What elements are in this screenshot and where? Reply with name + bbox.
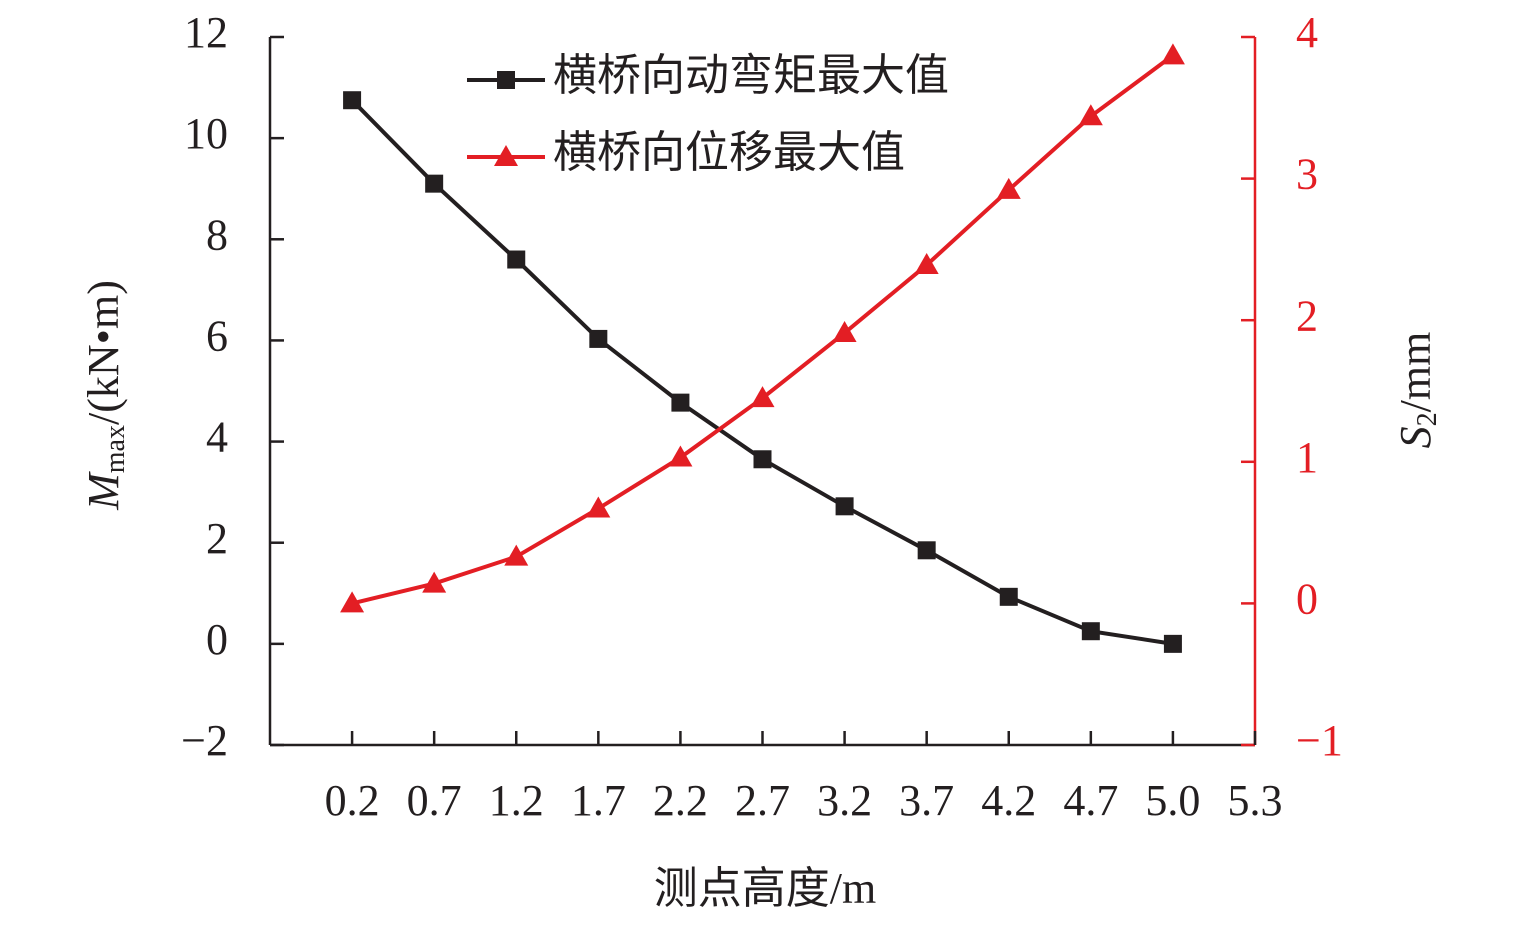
y2-tick-label: 3 [1296,150,1318,199]
y-tick-label: 2 [206,514,228,563]
x-tick-label: 5.0 [1145,776,1200,825]
y2-axis-label: S2/mm [1391,332,1443,449]
x-axis-label: 测点高度/m [654,864,876,913]
y-label-rest: /(kN•m) [79,280,128,425]
x-tick-label: 4.7 [1063,776,1118,825]
data-point [835,497,854,516]
y-tick-label: −2 [181,716,228,765]
y-label-main: M [79,471,128,511]
x-tick-label: 5.3 [1228,776,1283,825]
data-point [425,174,444,193]
data-point [917,541,936,560]
y-tick-label: 8 [206,210,228,259]
data-point [586,496,611,518]
y2-tick-label: 1 [1296,433,1318,482]
y2-label-main: S [1391,426,1440,448]
data-point [1078,104,1103,126]
data-point [996,177,1021,199]
data-point [832,320,857,342]
y2-label-rest: /mm [1391,332,1440,413]
legend-marker [497,71,515,89]
data-point [753,450,772,469]
data-point [340,591,365,613]
data-point [914,252,939,274]
y-label-sub: max [100,425,131,473]
data-point [422,571,447,593]
x-tick-label: 4.2 [981,776,1036,825]
x-tick-label: 3.7 [899,776,954,825]
y-tick-label: 6 [206,312,228,361]
data-point [589,329,608,348]
data-point [1160,43,1185,65]
data-point [750,386,775,408]
y2-tick-label: 2 [1296,291,1318,340]
y-tick-label: 4 [206,413,228,462]
data-point [343,91,362,110]
y-tick-label: 0 [206,615,228,664]
y2-tick-label: −1 [1296,716,1343,765]
y2-label-sub: 2 [1412,412,1443,426]
x-tick-label: 2.7 [735,776,790,825]
x-tick-label: 1.2 [489,776,544,825]
legend-label: 横桥向动弯矩最大值 [553,51,949,100]
legend-marker [494,145,518,166]
y2-tick-label: 4 [1296,8,1318,57]
y-tick-label: 12 [184,8,228,57]
x-tick-label: 1.7 [571,776,626,825]
data-point [999,587,1018,606]
data-point [671,393,690,412]
data-point [504,544,529,566]
data-point [507,250,526,269]
y2-tick-label: 0 [1296,574,1318,623]
x-tick-label: 2.2 [653,776,708,825]
x-tick-label: 0.2 [325,776,380,825]
x-tick-label: 0.7 [407,776,462,825]
data-point [1163,634,1182,653]
y-axis-label: Mmax/(kN•m) [79,280,131,511]
x-tick-label: 3.2 [817,776,872,825]
legend-label: 横桥向位移最大值 [553,128,905,177]
data-point [1081,622,1100,641]
series-line [350,98,1174,646]
y-tick-label: 10 [184,109,228,158]
data-point [668,445,693,467]
